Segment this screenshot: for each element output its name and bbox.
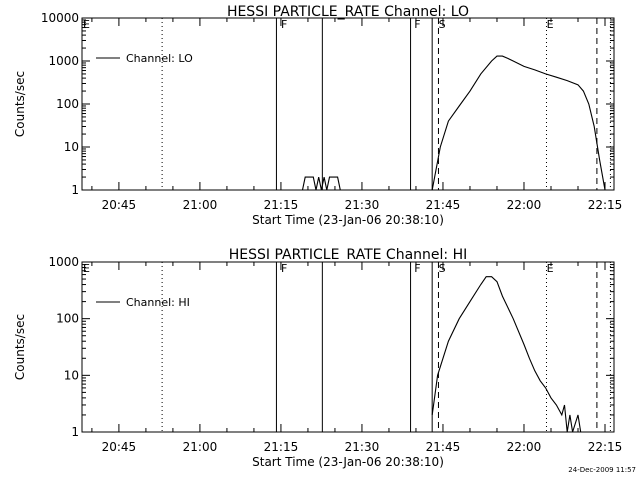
x-tick-label: 21:30 [345,440,380,454]
x-tick-label: 21:15 [264,440,299,454]
flag-label: S [439,18,446,31]
flag-label: E [83,18,90,31]
flag-label: F [414,262,420,275]
flag-label: F [281,18,287,31]
timestamp: 24-Dec-2009 11:57 [568,466,636,474]
x-tick-label: 21:00 [183,198,218,212]
y-tick-label: 100 [56,312,79,326]
plot-frame [81,261,615,433]
y-tick-label: 10 [64,368,79,382]
chart-title: HESSI PARTICLE_RATE Channel: LO [227,4,469,20]
flag-label: F [414,18,420,31]
plot-frame [81,17,615,191]
flag-label: S [439,262,446,275]
y-axis-label: Counts/sec [13,71,27,137]
x-axis-label: Start Time (23-Jan-06 20:38:10) [252,455,444,469]
chart-title: HESSI PARTICLE_RATE Channel: HI [229,247,467,263]
x-tick-label: 22:00 [507,198,542,212]
x-tick-label: 20:45 [102,198,137,212]
series-line [431,55,606,191]
legend-label: Channel: HI [126,296,190,309]
series-line [301,176,341,191]
x-tick-label: 22:15 [588,440,623,454]
x-tick-label: 20:45 [102,440,137,454]
y-tick-label: 1000 [48,255,79,269]
x-tick-label: 22:00 [507,440,542,454]
y-tick-label: 100 [56,97,79,111]
x-tick-label: 21:15 [264,198,299,212]
series-line [431,276,582,433]
flag-label: F [281,262,287,275]
y-tick-label: 1 [71,183,79,197]
y-tick-label: 10000 [41,11,79,25]
x-tick-label: 21:45 [426,198,461,212]
x-tick-label: 21:00 [183,440,218,454]
x-axis-label: Start Time (23-Jan-06 20:38:10) [252,213,444,227]
x-tick-label: 22:15 [588,198,623,212]
flag-label: E [83,262,90,275]
x-tick-label: 21:30 [345,198,380,212]
y-axis-label: Counts/sec [13,314,27,380]
flag-label: E [547,18,554,31]
x-tick-label: 21:45 [426,440,461,454]
legend-label: Channel: LO [126,52,193,65]
y-tick-label: 1 [71,425,79,439]
y-tick-label: 10 [64,140,79,154]
flag-label: E [547,262,554,275]
y-tick-label: 1000 [48,54,79,68]
